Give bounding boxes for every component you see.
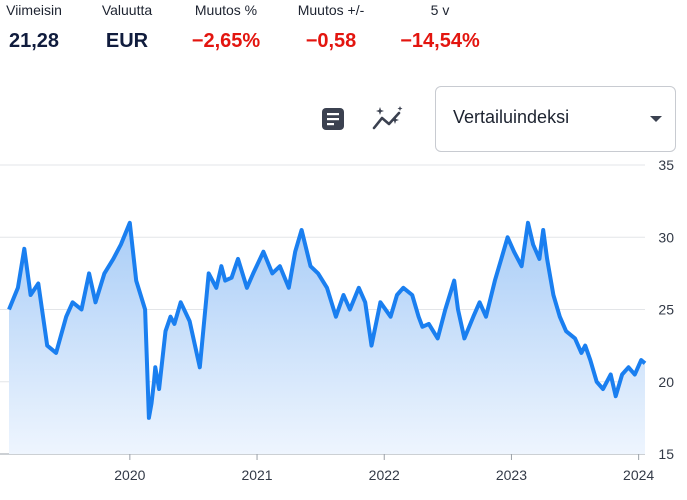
y-tick-label: 35 (658, 157, 674, 173)
y-tick-label: 30 (658, 229, 674, 245)
stat-value: 21,28 (8, 30, 60, 52)
stat-change-abs: Muutos +/- −0,58 (285, 0, 377, 54)
indicators-button[interactable] (370, 101, 406, 137)
price-area (9, 222, 645, 454)
y-axis: 15 20 25 30 35 (658, 157, 674, 462)
y-tick-label: 20 (658, 374, 674, 390)
quote-stats: Viimeisin 21,28 Valuutta EUR Muutos % −2… (0, 0, 687, 60)
stat-five-year: 5 v −14,54% (388, 0, 492, 54)
stat-label: Viimeisin (6, 2, 62, 18)
stat-label: Valuutta (101, 2, 153, 18)
benchmark-select[interactable]: Vertailuindeksi (435, 86, 676, 152)
x-tick-label: 2020 (114, 467, 145, 483)
y-tick-label: 15 (658, 446, 674, 462)
stat-label: Muutos +/- (297, 2, 365, 18)
stat-value: −14,54% (400, 30, 480, 52)
stat-label: 5 v (430, 2, 450, 18)
price-chart[interactable]: 15 20 25 30 35 2020 2021 2022 2023 2024 (0, 155, 687, 500)
x-tick-label: 2023 (496, 467, 527, 483)
chevron-down-icon (650, 116, 662, 122)
document-icon (322, 108, 344, 130)
x-tick-label: 2024 (623, 467, 654, 483)
y-tick-label: 25 (658, 302, 674, 318)
x-tick-label: 2022 (369, 467, 400, 483)
stat-currency: Valuutta EUR (92, 0, 162, 54)
stat-value: −0,58 (305, 30, 357, 52)
price-line (7, 220, 647, 420)
stat-last: Viimeisin 21,28 (4, 0, 64, 54)
chart-sparkle-icon (372, 106, 403, 130)
stat-change-percent: Muutos % −2,65% (178, 0, 274, 54)
news-button[interactable] (315, 101, 351, 137)
x-axis: 2020 2021 2022 2023 2024 (114, 454, 654, 483)
x-tick-label: 2021 (241, 467, 272, 483)
stat-value: EUR (105, 30, 149, 52)
benchmark-select-label: Vertailuindeksi (453, 107, 570, 127)
stat-value: −2,65% (191, 30, 261, 52)
stat-label: Muutos % (194, 2, 258, 18)
